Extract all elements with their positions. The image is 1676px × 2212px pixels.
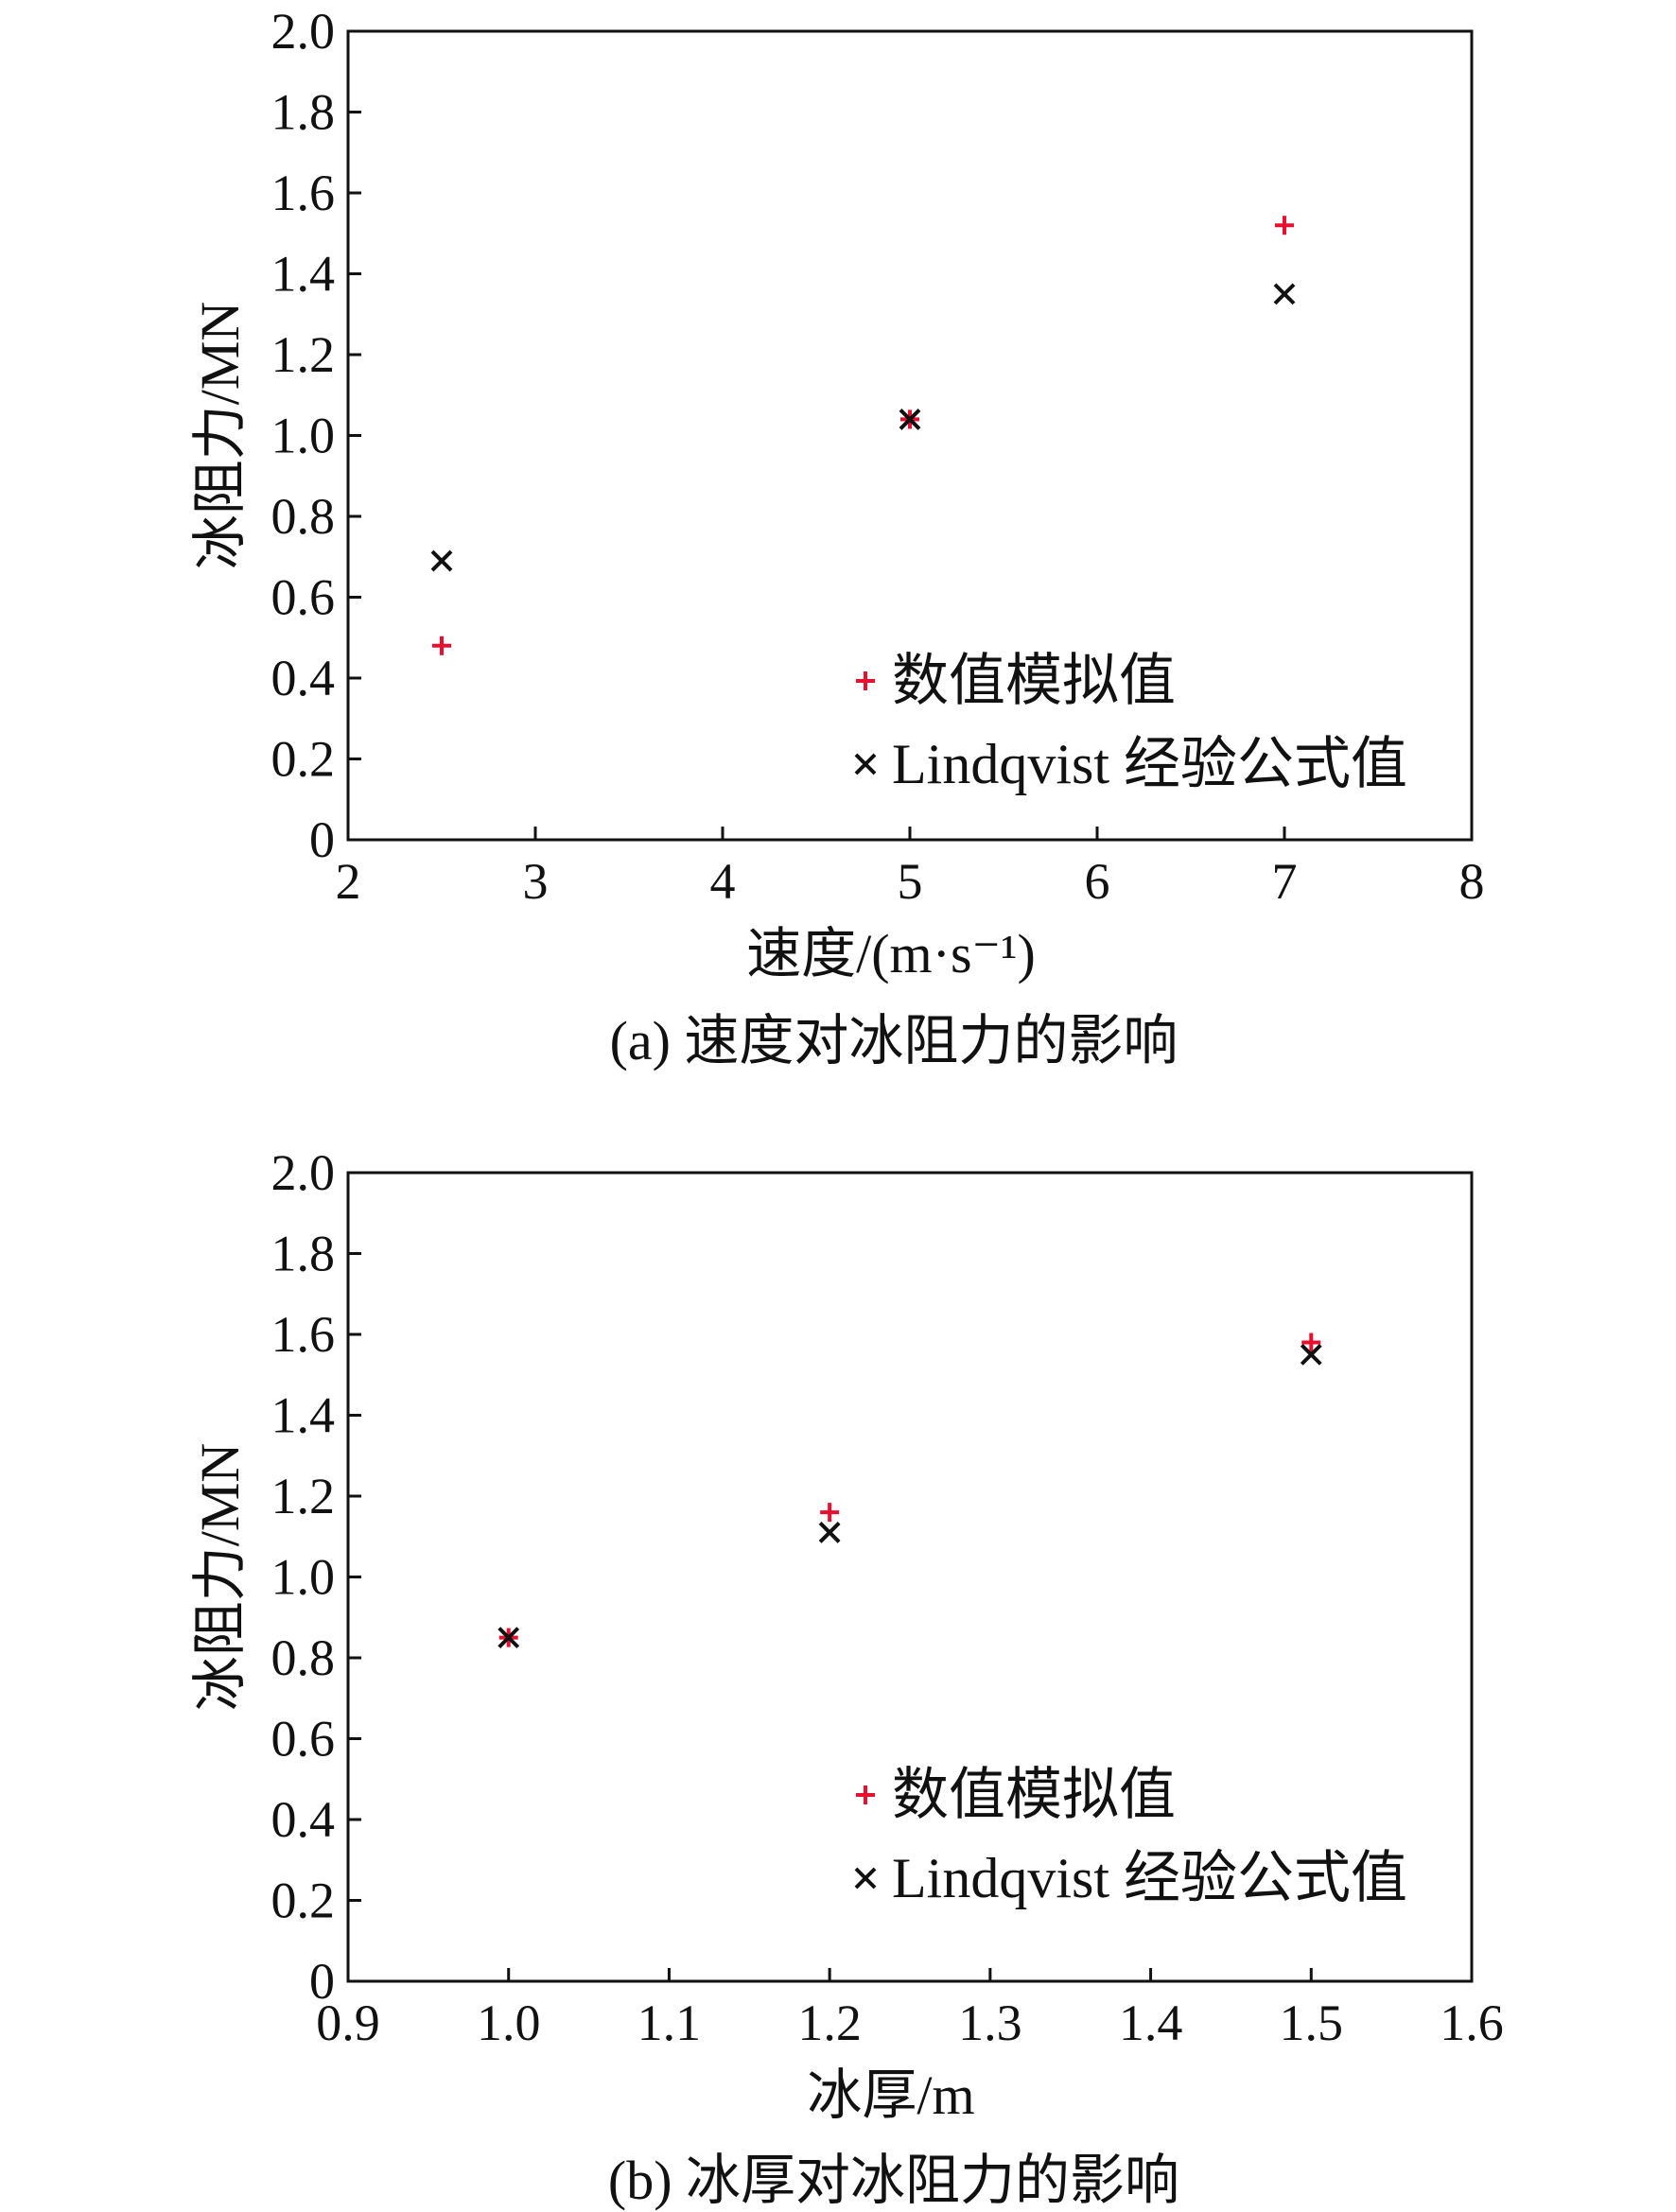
simulated-point [820, 1503, 840, 1523]
legend-label: 数值模拟值 [892, 1764, 1176, 1826]
lindqvist-point [1300, 1343, 1322, 1366]
marker-stroke [854, 753, 877, 775]
x-axis-label: 冰厚/m [807, 2064, 974, 2126]
y-tick-label: 1.0 [271, 408, 336, 464]
x-tick-label: 1.4 [1119, 1994, 1183, 2051]
lindqvist-point [430, 549, 453, 572]
x-axis-label: 速度/(m·s⁻¹) [746, 923, 1036, 984]
plot-frame [346, 29, 1474, 842]
y-tick-label: 1.6 [271, 165, 336, 221]
x-tick-label: 0.9 [316, 1994, 380, 2051]
marker-stroke [1300, 1343, 1322, 1366]
marker-stroke [498, 1627, 520, 1649]
figure-caption: (a) 速度对冰阻力的影响 [610, 1010, 1178, 1071]
x-tick-label: 4 [710, 853, 736, 910]
y-tick-label: 1.2 [271, 326, 336, 383]
x-tick-label: 6 [1085, 853, 1110, 910]
x-tick-label: 1.6 [1440, 1994, 1504, 2051]
y-tick-label: 1.0 [271, 1549, 336, 1606]
y-tick-label: 0.6 [271, 569, 336, 626]
lindqvist-point [899, 408, 921, 430]
legend: 数值模拟值 Lindqvist 经验公式值 [854, 650, 1407, 795]
legend-marker-lindqvist [854, 753, 877, 775]
y-tick-label: 0.2 [271, 1872, 336, 1929]
y-tick-label: 0.6 [271, 1711, 336, 1768]
legend-marker-lindqvist [854, 1867, 877, 1890]
lindqvist-point [1273, 283, 1296, 305]
x-tick-label: 5 [898, 853, 923, 910]
x-tick-label: 1.1 [637, 1994, 702, 2051]
simulated-point [1275, 216, 1294, 235]
simulated-point [432, 636, 451, 655]
legend-label: Lindqvist 经验公式值 [892, 733, 1407, 795]
simulated-point [1301, 1332, 1321, 1352]
x-tick-label: 1.2 [797, 1994, 862, 2051]
y-tick-label: 0 [309, 811, 335, 868]
y-tick-label: 2.0 [271, 3, 336, 60]
marker-stroke [854, 1867, 877, 1890]
y-tick-label: 1.8 [271, 84, 336, 141]
y-tick-label: 0.8 [271, 488, 336, 545]
chart-ice-thickness: 0 0.2 0.4 0.6 0.8 1.0 1.2 1.4 1.6 1.8 2.0 0.9 1.0 1.1… [189, 1144, 1504, 2211]
x-tick-label: 7 [1272, 853, 1298, 910]
x-tick-label: 2 [336, 853, 361, 910]
y-tick-label: 0.4 [271, 1791, 336, 1848]
chart-velocity: 0 0.2 0.4 0.6 0.8 1.0 1.2 1.4 1.6 1.8 2.0 2 3 4 5 6 7 8 冰阻… [189, 3, 1485, 1071]
y-tick-label: 0.8 [271, 1629, 336, 1686]
x-tick-label: 3 [523, 853, 549, 910]
marker-stroke [1273, 283, 1296, 305]
x-tick-label: 1.5 [1280, 1994, 1344, 2051]
figure-caption: (b) 冰厚对冰阻力的影响 [608, 2150, 1179, 2211]
y-axis-label: 冰阻力/MN [189, 302, 251, 570]
lindqvist-point [498, 1627, 520, 1649]
y-tick-label: 2.0 [271, 1144, 336, 1201]
y-tick-label: 0.2 [271, 731, 336, 788]
legend-marker-simulated [856, 671, 875, 690]
lindqvist-point [818, 1522, 841, 1543]
legend-label: Lindqvist 经验公式值 [892, 1847, 1407, 1909]
legend-marker-simulated [856, 1785, 875, 1804]
x-tick-label: 1.0 [477, 1994, 541, 2051]
x-tick-label: 8 [1459, 853, 1485, 910]
y-tick-label: 1.6 [271, 1306, 336, 1363]
y-axis-label: 冰阻力/MN [189, 1443, 251, 1712]
y-tick-label: 1.4 [271, 246, 336, 303]
marker-stroke [430, 549, 453, 572]
x-tick-label: 1.3 [958, 1994, 1022, 2051]
y-tick-label: 1.2 [271, 1468, 336, 1524]
y-tick-label: 0 [309, 1953, 335, 2010]
marker-stroke [899, 408, 921, 430]
y-tick-label: 1.8 [271, 1226, 336, 1282]
y-tick-label: 0.4 [271, 650, 336, 706]
y-tick-label: 1.4 [271, 1387, 336, 1444]
legend: 数值模拟值 Lindqvist 经验公式值 [854, 1764, 1407, 1909]
legend-label: 数值模拟值 [892, 650, 1176, 712]
marker-stroke [818, 1522, 841, 1543]
